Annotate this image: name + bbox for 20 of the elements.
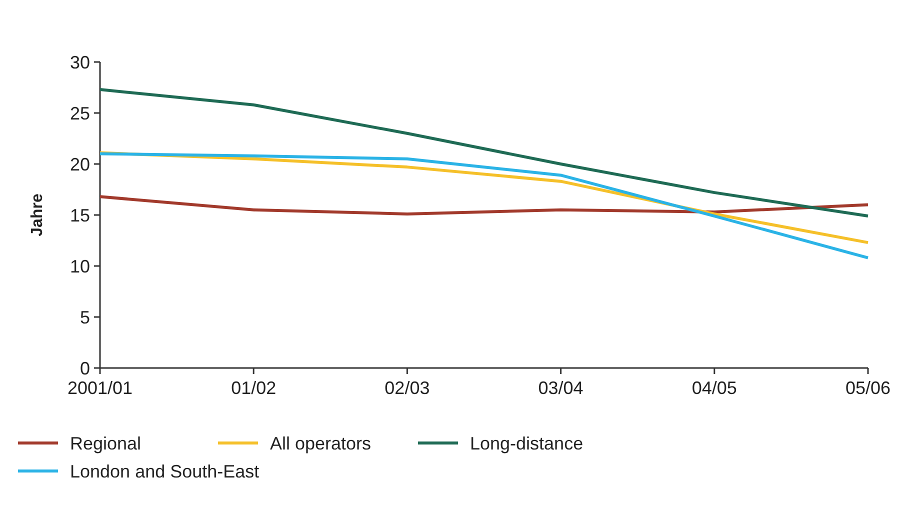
line-series [98,195,870,216]
legend-label: London and South-East [70,461,260,482]
y-axis-title: Jahre [29,194,46,236]
y-tick-label: 25 [70,103,90,124]
y-tick-label: 0 [80,358,90,378]
y-tick-label: 30 [70,52,90,72]
y-tick-label: 5 [80,307,90,328]
x-tick-label: 03/04 [538,378,584,398]
legend-label: Regional [70,433,142,454]
legend-label: Long-distance [470,433,584,454]
y-tick-label: 15 [70,205,90,226]
x-tick-label: 04/05 [692,378,737,398]
x-tick-label: 01/02 [231,378,276,398]
x-tick-label: 05/06 [845,378,891,398]
line-series [98,88,870,218]
y-tick-label: 20 [70,154,90,174]
x-tick-label: 02/03 [384,378,430,398]
legend-label: All operators [270,433,372,454]
y-tick-label: 10 [70,256,90,276]
x-tick-label: 2001/01 [67,378,133,398]
